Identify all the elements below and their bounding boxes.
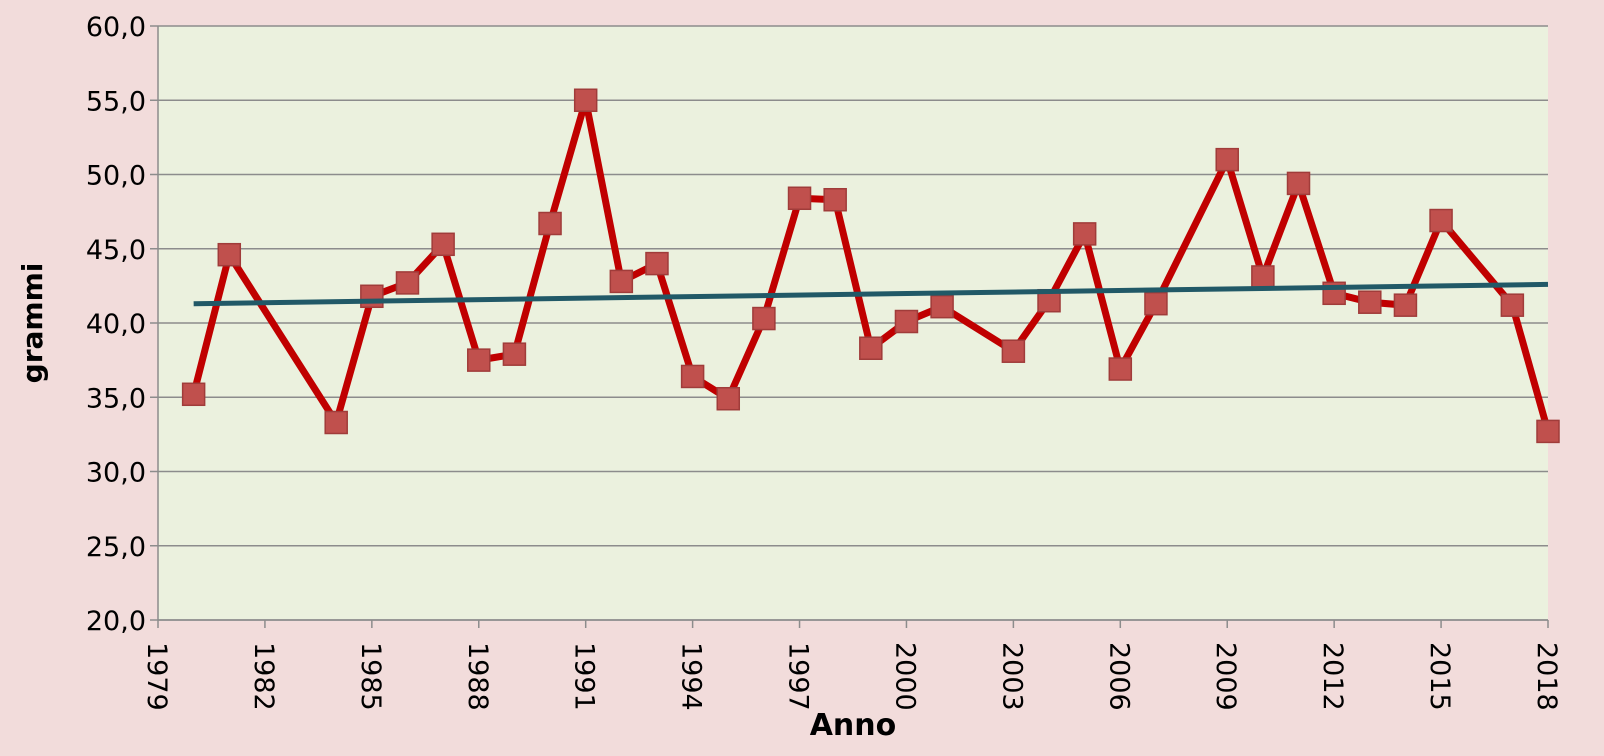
y-tick-label: 45,0: [86, 235, 146, 266]
data-marker: [894, 309, 919, 334]
x-tick-label: 2018: [1531, 642, 1562, 711]
x-tick-label: 1988: [462, 642, 493, 711]
data-marker: [930, 294, 954, 319]
y-tick-label: 40,0: [86, 309, 146, 340]
data-marker: [324, 410, 348, 435]
data-marker: [1215, 147, 1239, 172]
data-marker: [752, 306, 776, 331]
data-marker: [1286, 171, 1311, 196]
x-tick-label: 1994: [676, 642, 707, 711]
data-marker: [716, 386, 741, 411]
data-marker: [573, 88, 598, 112]
data-marker: [859, 336, 883, 360]
y-tick-label: 55,0: [86, 86, 146, 117]
data-marker: [680, 364, 705, 389]
y-axis-title: grammi: [16, 263, 49, 384]
data-marker: [467, 348, 491, 372]
y-tick-label: 20,0: [86, 606, 146, 637]
x-tick-label: 2009: [1210, 642, 1241, 711]
data-marker: [395, 271, 420, 295]
data-marker: [1144, 291, 1168, 316]
y-tick-label: 30,0: [86, 458, 146, 489]
x-tick-label: 1997: [783, 642, 814, 711]
data-marker: [538, 211, 562, 236]
data-marker: [609, 269, 634, 294]
data-marker: [645, 251, 669, 276]
x-tick-label: 2015: [1424, 642, 1455, 711]
data-marker: [1536, 419, 1560, 444]
y-tick-label: 50,0: [86, 161, 146, 192]
y-tick-label: 60,0: [86, 12, 146, 43]
x-tick-label: 2012: [1317, 642, 1348, 711]
data-marker: [181, 382, 206, 407]
data-marker: [1072, 222, 1097, 246]
y-tick-label: 25,0: [86, 532, 146, 563]
x-axis-title: Anno: [810, 708, 897, 743]
data-marker: [1251, 265, 1275, 289]
data-marker: [823, 187, 847, 212]
data-marker: [217, 242, 242, 267]
data-marker: [1500, 293, 1525, 317]
trend-line: [193, 281, 1549, 307]
x-tick-label: 2000: [889, 642, 920, 711]
data-marker: [787, 186, 812, 211]
x-tick-label: 2006: [1103, 642, 1134, 711]
data-marker: [360, 284, 384, 309]
x-tick-label: 2003: [996, 642, 1027, 711]
data-marker: [1393, 293, 1418, 317]
data-marker: [1429, 208, 1453, 233]
x-tick-label: 1979: [141, 642, 172, 711]
x-tick-label: 1985: [355, 642, 386, 711]
data-marker: [1001, 339, 1026, 363]
data-marker: [1108, 357, 1133, 381]
x-tick-label: 1991: [569, 642, 600, 711]
data-marker: [502, 342, 527, 366]
y-tick-label: 35,0: [86, 383, 146, 414]
data-marker: [1358, 290, 1382, 314]
data-marker: [431, 232, 455, 257]
x-tick-label: 1982: [248, 642, 279, 711]
